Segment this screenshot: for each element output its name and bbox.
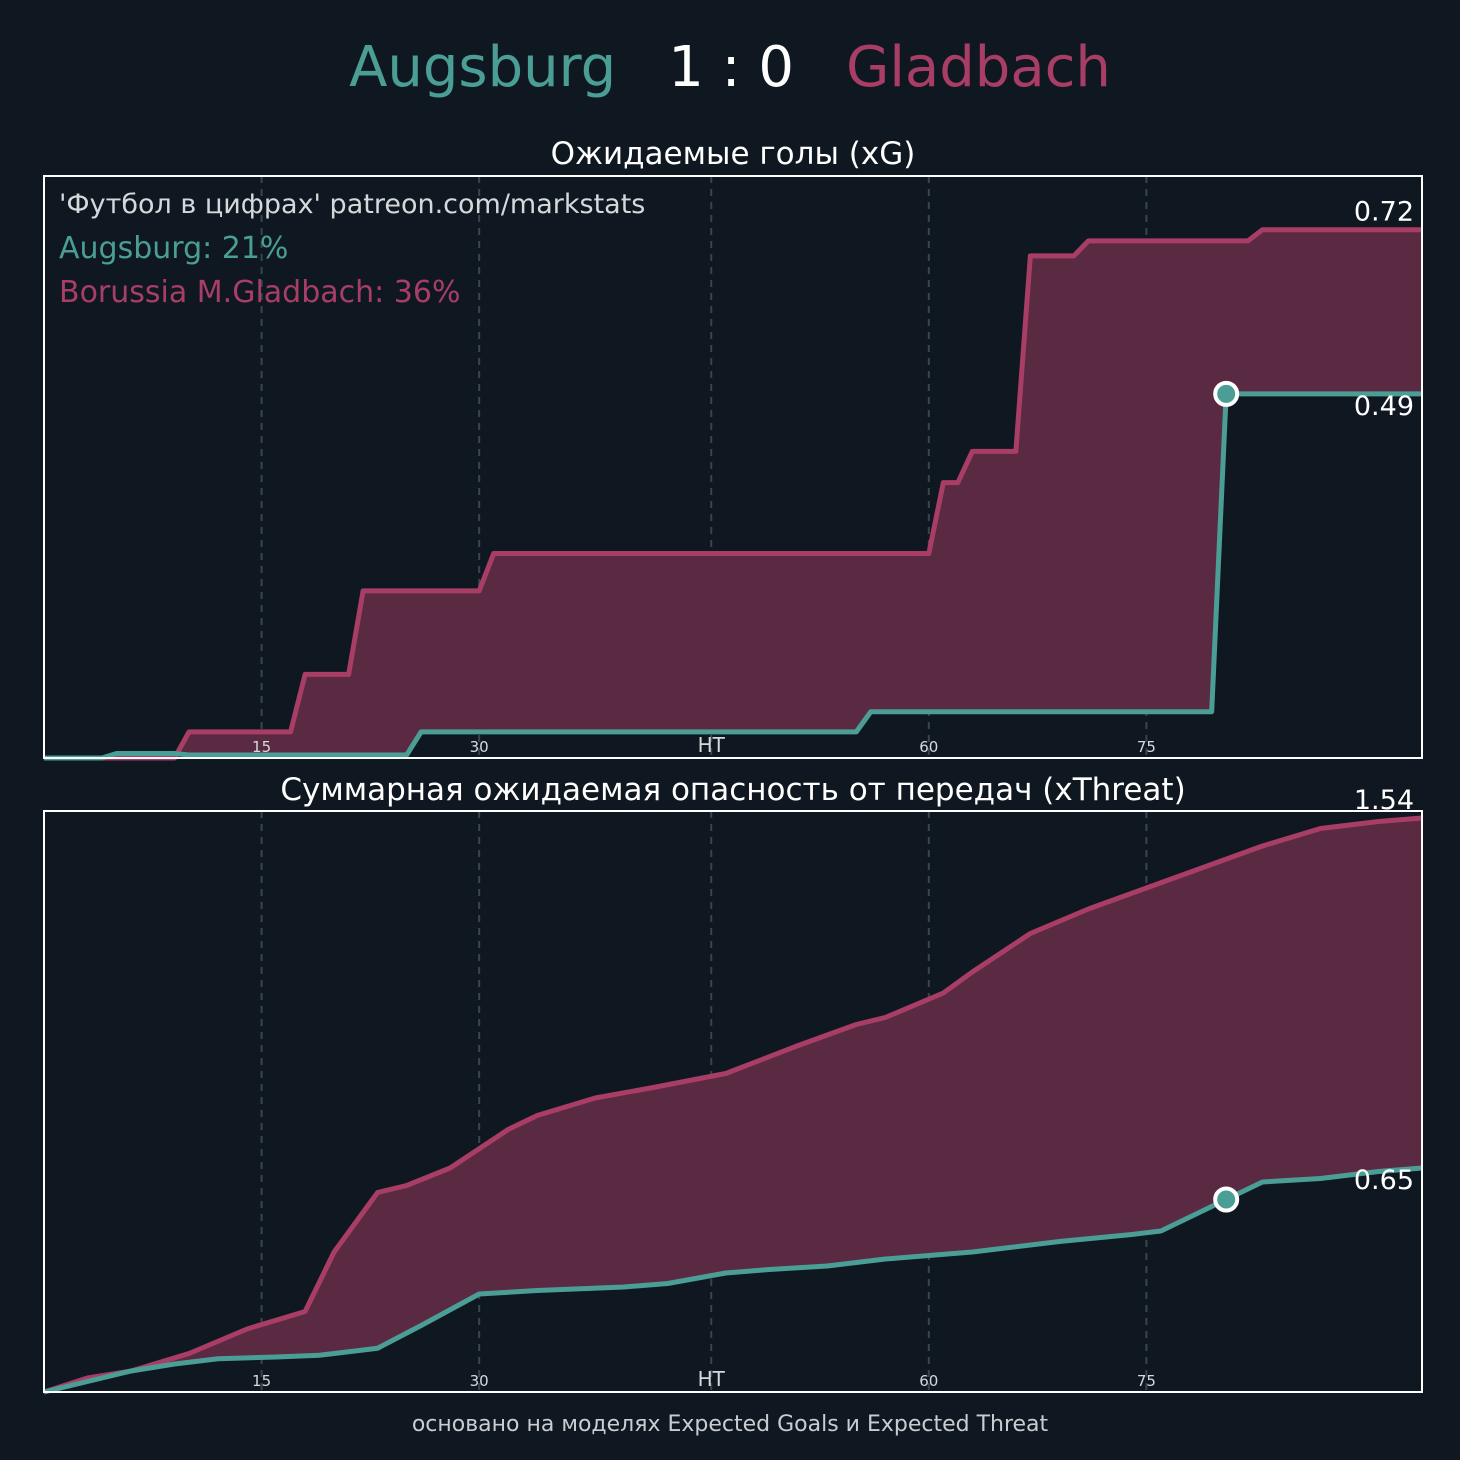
home-team-name: Augsburg: [349, 35, 617, 100]
x-tick-label: 15: [252, 738, 271, 756]
footer-note: основано на моделях Expected Goals и Exp…: [411, 1412, 1049, 1437]
legend-augsburg: Augsburg: 21%: [59, 231, 288, 266]
x-tick-label: HT: [698, 1367, 726, 1391]
end-label-augsburg: 0.65: [1354, 1165, 1414, 1196]
x-tick-label: 60: [919, 1372, 938, 1390]
x-tick-label: 75: [1137, 738, 1156, 756]
chart-title: Суммарная ожидаемая опасность от передач…: [280, 772, 1185, 808]
series-line-gladbach: [43, 815, 1423, 1395]
x-tick-label: 30: [470, 738, 489, 756]
x-tick-label: HT: [698, 733, 726, 757]
series-line-gladbach: [44, 227, 1422, 761]
x-tick-label: 15: [252, 1372, 271, 1390]
credit-text: 'Футбол в цифрах' patreon.com/markstats: [59, 189, 645, 220]
x-tick-label: 60: [919, 738, 938, 756]
chart-panel-1: Ожидаемые голы (xG) 15 30 HT 60 75 0.72 0.49 'Фу…: [43, 136, 1423, 761]
match-header: Augsburg 1 : 0 Gladbach: [0, 28, 1460, 108]
chart-frame: [43, 810, 1423, 1393]
goal-marker: [1213, 1186, 1240, 1213]
legend-gladbach: Borussia M.Gladbach: 36%: [59, 275, 460, 310]
goal-marker: [1213, 380, 1240, 407]
chart-panel-2: Суммарная ожидаемая опасность от передач…: [43, 772, 1423, 1395]
away-team-name: Gladbach: [845, 35, 1111, 100]
area-between-series: [44, 229, 1422, 758]
end-label-augsburg: 0.49: [1354, 391, 1414, 422]
x-tick-label: 75: [1137, 1372, 1156, 1390]
chart-frame: [43, 175, 1423, 759]
area-between-series: [44, 818, 1422, 1392]
match-score: 1 : 0: [668, 35, 794, 100]
end-label-gladbach: 0.72: [1354, 197, 1414, 228]
series-line-augsburg: [44, 391, 1422, 761]
x-tick-label: 30: [470, 1372, 489, 1390]
chart-title: Ожидаемые голы (xG): [551, 136, 916, 172]
series-line-augsburg: [43, 1165, 1423, 1395]
